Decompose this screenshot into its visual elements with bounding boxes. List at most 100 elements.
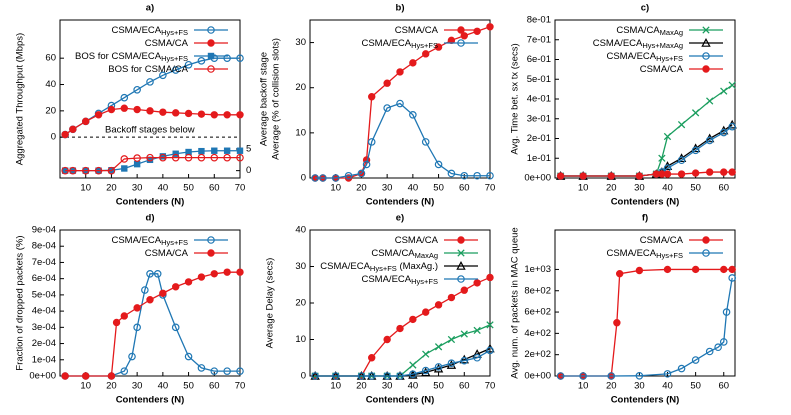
y-tick-label: 6e-01 [527, 54, 551, 65]
x-tick-label: 50 [433, 381, 444, 392]
legend-subscript: Hys+FS [656, 251, 683, 260]
marker [223, 54, 231, 62]
marker [422, 50, 430, 58]
marker [714, 343, 722, 352]
legend-subscript: Hys+FS [370, 264, 397, 273]
y-axis-label: Avg. Time bet. sx tx (secs) [510, 43, 521, 154]
panel: e) Contenders (N) Average Delay (secs) 10 20… [265, 213, 496, 406]
marker [635, 172, 644, 180]
marker [61, 372, 69, 380]
y-tick-label: 20 [295, 298, 306, 309]
marker [396, 324, 404, 333]
marker [460, 330, 468, 338]
marker [457, 39, 465, 47]
y-tick-label: 2e-04 [32, 338, 56, 349]
y-tick-label: 6e+02 [524, 307, 551, 318]
marker [691, 265, 700, 274]
marker [184, 278, 193, 286]
legend-label: CSMA/CA [145, 38, 189, 49]
legend-suffix: (MaxAg.) [397, 261, 438, 272]
legend-name: CSMA/CA [640, 235, 684, 246]
x-tick-label: 60 [209, 381, 220, 392]
legend-label: CSMA/ECAHys+FS [606, 51, 683, 63]
series-line [560, 268, 733, 377]
marker [367, 372, 376, 380]
x-tick-label: 10 [80, 381, 91, 392]
marker [120, 93, 129, 102]
legend-label: BOS for CSMA/ECAHys+FS [75, 51, 188, 63]
marker [486, 23, 494, 31]
marker [720, 87, 728, 95]
marker [383, 335, 391, 344]
marker [383, 104, 391, 112]
x-tick-label: 50 [433, 183, 444, 194]
legend-subscript: Hys+FS [411, 277, 438, 286]
x-tick-label: 20 [606, 183, 617, 194]
marker [184, 109, 193, 118]
marker [702, 249, 710, 257]
legend-label: CSMA/ECAHys+FS [361, 274, 438, 286]
marker [460, 32, 468, 40]
marker [141, 286, 149, 294]
marker [705, 136, 714, 145]
marker [457, 249, 465, 257]
x-tick-label: 60 [209, 183, 220, 194]
marker [223, 111, 231, 119]
y-tick-label: 40 [45, 79, 56, 90]
marker [615, 269, 624, 278]
marker [434, 343, 443, 351]
marker [159, 289, 167, 297]
marker [357, 169, 366, 178]
x-tick-label: 30 [634, 183, 645, 194]
marker [702, 52, 710, 60]
marker [311, 174, 319, 182]
marker [207, 236, 215, 244]
legend-name: CSMA/ECA [606, 51, 656, 62]
y-tick-label: 6e-04 [32, 273, 56, 284]
marker [223, 367, 231, 375]
legend-subscript: Hys+FS [656, 54, 683, 63]
y-tick-label: 1e+03 [524, 264, 551, 275]
marker [69, 125, 77, 133]
marker [331, 372, 340, 380]
panel: f) Contenders (N) Avg. num. of packets in … [510, 213, 736, 406]
marker [720, 168, 728, 176]
x-tick-label: 30 [382, 183, 393, 194]
y-tick-label: 8e+02 [524, 285, 551, 296]
marker [447, 293, 456, 302]
y-axis-label: Average Delay (secs) [265, 258, 276, 349]
marker [434, 160, 443, 169]
legend-subscript: MaxAg [415, 251, 438, 260]
marker [677, 170, 686, 178]
legend-subscript: Hys+MaxAg [642, 41, 683, 50]
marker [172, 150, 179, 157]
x-tick-label: 40 [662, 381, 673, 392]
y-tick-label: 5e-01 [527, 74, 551, 85]
series-line [315, 26, 491, 179]
y-tick-label: 9e-04 [32, 225, 56, 236]
y-tick-label: 8e-04 [32, 241, 56, 252]
x-axis-label: Contenders (N) [366, 197, 435, 208]
legend-name: CSMA/CA [640, 64, 684, 75]
marker [635, 266, 644, 275]
legend-label: CSMA/CAMaxAg [616, 25, 683, 37]
marker [663, 370, 672, 378]
legend-subscript: Hys+FS [161, 238, 188, 247]
marker [486, 273, 494, 282]
x-tick-label: 60 [718, 183, 729, 194]
panel-title: e) [396, 213, 404, 224]
marker [82, 117, 90, 126]
marker [421, 138, 430, 146]
marker [396, 372, 404, 380]
y-tick-label: 10 [295, 334, 306, 345]
legend-label: CSMA/ECAHys+FS (MaxAg.) [320, 261, 438, 273]
marker [460, 356, 469, 365]
legend-name: CSMA/ECA [320, 261, 370, 272]
marker [146, 269, 154, 278]
marker [433, 363, 444, 373]
marker [184, 60, 193, 69]
legend-name: CSMA/ECA [361, 38, 411, 49]
marker [728, 122, 736, 131]
marker [120, 155, 129, 163]
marker [197, 110, 206, 118]
